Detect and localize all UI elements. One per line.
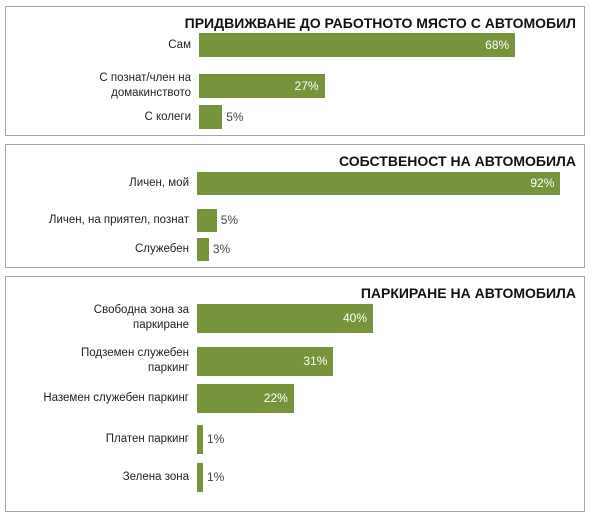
bar	[197, 208, 217, 232]
chart-panel-commute: ПРИДВИЖВАНЕ ДО РАБОТНОТО МЯСТО С АВТОМОБ…	[5, 6, 585, 136]
category-label: С познат/член на домакинството	[11, 71, 191, 101]
category-label-line: С познат/член на	[99, 72, 191, 84]
category-label-line: Платен паркинг	[105, 432, 189, 445]
category-label: Свободна зона за паркиране	[11, 303, 189, 333]
value-label: 5%	[220, 213, 239, 227]
category-label: Личен, на приятел, познат	[11, 213, 189, 228]
category-label-line: С колеги	[144, 110, 191, 123]
bar	[199, 74, 325, 98]
category-label: Сам	[11, 38, 191, 53]
bar	[197, 462, 203, 492]
bar	[197, 237, 209, 261]
category-label: Служебен	[11, 242, 189, 257]
category-label: Личен, мой	[11, 176, 189, 191]
category-label: Платен паркинг	[11, 432, 189, 447]
bar	[199, 33, 516, 57]
category-label-line: Свободна зона за	[93, 304, 189, 316]
category-label-line: Личен, на приятел, познат	[48, 213, 189, 226]
category-label-line: Служебен	[134, 242, 189, 255]
category-label: С колеги	[11, 110, 191, 125]
category-label-line: паркиране	[132, 319, 189, 331]
bar	[197, 171, 561, 195]
bar	[197, 346, 334, 376]
value-label: 92%	[530, 176, 555, 190]
chart-title: ПАРКИРАНЕ НА АВТОМОБИЛА	[360, 285, 576, 301]
value-label: 40%	[342, 311, 367, 325]
category-label-line: домакинството	[111, 87, 191, 99]
chart-title: СОБСТВЕНОСТ НА АВТОМОБИЛА	[339, 153, 576, 169]
bar	[199, 105, 223, 129]
value-label: 68%	[485, 38, 510, 52]
category-label: Подземен служебен паркинг	[11, 346, 189, 376]
bar	[197, 383, 294, 413]
category-label-line: паркинг	[147, 362, 189, 374]
category-label-line: Зелена зона	[122, 470, 189, 483]
value-label: 31%	[303, 354, 328, 368]
bar	[197, 303, 373, 333]
value-label: 1%	[207, 432, 225, 446]
value-label: 5%	[226, 110, 244, 124]
category-label: Наземен служебен паркинг	[11, 391, 189, 406]
category-label-line: Подземен служебен	[80, 347, 189, 359]
chart-panel-parking: ПАРКИРАНЕ НА АВТОМОБИЛА Свободна зона за…	[5, 276, 585, 512]
category-label-line: Наземен служебен паркинг	[43, 391, 189, 404]
value-label: 3%	[212, 242, 231, 256]
value-label: 27%	[294, 79, 319, 93]
category-label-line: Личен, мой	[129, 176, 189, 189]
category-label-line: Сам	[168, 38, 191, 51]
value-label: 1%	[207, 470, 225, 484]
bar	[197, 424, 203, 454]
category-label: Зелена зона	[11, 470, 189, 485]
chart-title: ПРИДВИЖВАНЕ ДО РАБОТНОТО МЯСТО С АВТОМОБ…	[184, 15, 576, 31]
value-label: 22%	[263, 391, 288, 405]
chart-panel-ownership: СОБСТВЕНОСТ НА АВТОМОБИЛА Личен, мой 92% Л…	[5, 144, 585, 268]
